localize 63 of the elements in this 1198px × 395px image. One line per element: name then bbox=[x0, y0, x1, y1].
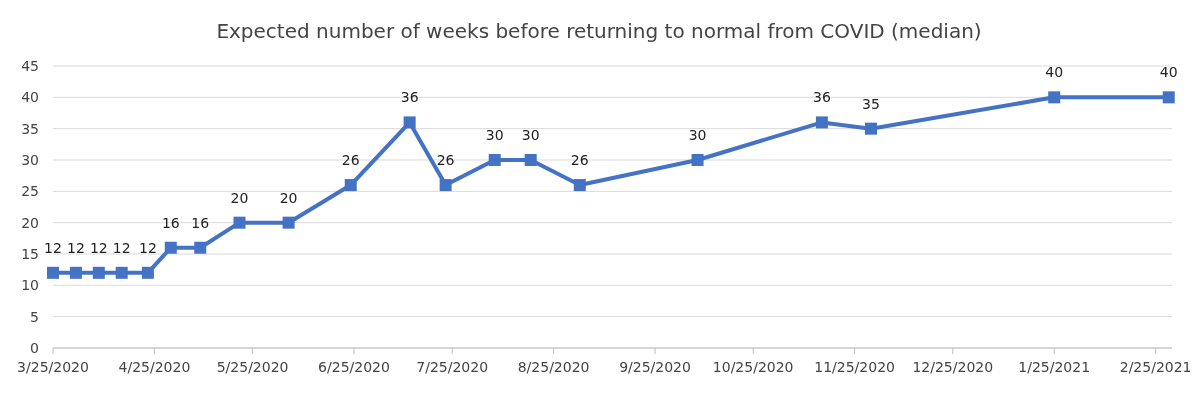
data-label: 20 bbox=[230, 189, 249, 206]
data-label: 16 bbox=[161, 214, 180, 231]
point bbox=[233, 216, 246, 229]
x-tick-label: 2/25/2021 bbox=[1119, 359, 1192, 375]
data-label: 36 bbox=[400, 89, 419, 106]
point bbox=[47, 266, 59, 279]
data-label: 35 bbox=[862, 95, 880, 112]
y-tick-label: 0 bbox=[30, 340, 39, 356]
point bbox=[344, 179, 357, 192]
y-tick-label: 30 bbox=[21, 152, 39, 168]
data-label: 20 bbox=[279, 189, 298, 206]
x-tick-label: 9/25/2020 bbox=[619, 359, 691, 375]
data-label: 12 bbox=[138, 239, 157, 256]
point bbox=[815, 116, 828, 129]
x-tick-label: 5/25/2020 bbox=[216, 359, 289, 375]
point bbox=[864, 122, 877, 135]
x-tick-label: 1/25/2021 bbox=[1018, 359, 1091, 375]
point bbox=[282, 216, 295, 229]
data-label: 12 bbox=[66, 239, 85, 256]
data-label: 12 bbox=[112, 239, 131, 256]
data-label: 26 bbox=[341, 152, 360, 169]
y-tick-label: 20 bbox=[21, 214, 39, 231]
y-tick-label: 10 bbox=[21, 277, 39, 294]
x-tick-label: 6/25/2020 bbox=[318, 359, 390, 375]
data-label: 26 bbox=[436, 152, 455, 169]
point bbox=[141, 266, 154, 279]
x-tick-label: 7/25/2020 bbox=[416, 359, 489, 375]
point bbox=[194, 241, 207, 254]
point bbox=[69, 266, 82, 279]
x-tick-label: 10/25/2020 bbox=[712, 359, 794, 375]
data-label: 30 bbox=[485, 127, 504, 143]
point bbox=[164, 241, 177, 254]
chart-title: Expected number of weeks before returning to normal from COVID (median) bbox=[216, 19, 982, 43]
data-label: 12 bbox=[89, 239, 108, 256]
data-label: 26 bbox=[570, 152, 589, 169]
x-tick-label: 12/25/2020 bbox=[912, 359, 994, 375]
y-tick-label: 40 bbox=[21, 89, 39, 106]
y-tick-label: 15 bbox=[21, 246, 39, 262]
point bbox=[691, 154, 704, 166]
x-tick-label: 3/25/2020 bbox=[17, 359, 89, 375]
data-label: 40 bbox=[1159, 64, 1178, 81]
y-tick-label: 25 bbox=[21, 183, 39, 200]
point bbox=[115, 266, 128, 279]
y-tick-label: 5 bbox=[30, 308, 39, 325]
data-label: 12 bbox=[44, 239, 62, 256]
point bbox=[1048, 91, 1061, 104]
data-label: 16 bbox=[191, 214, 210, 231]
point bbox=[1162, 91, 1175, 104]
point bbox=[439, 179, 452, 192]
point bbox=[573, 179, 586, 192]
point bbox=[524, 154, 537, 166]
data-label: 36 bbox=[812, 89, 831, 106]
data-label: 30 bbox=[521, 127, 540, 143]
x-tick-label: 11/25/2020 bbox=[814, 359, 895, 375]
point bbox=[488, 154, 501, 166]
data-label: 40 bbox=[1045, 64, 1064, 81]
x-tick-label: 8/25/2020 bbox=[517, 359, 590, 375]
point bbox=[92, 266, 105, 279]
point bbox=[403, 116, 416, 129]
y-tick-label: 35 bbox=[21, 120, 39, 137]
y-tick-label: 45 bbox=[21, 58, 39, 74]
data-label: 30 bbox=[688, 127, 707, 143]
x-tick-label: 4/25/2020 bbox=[118, 359, 191, 375]
